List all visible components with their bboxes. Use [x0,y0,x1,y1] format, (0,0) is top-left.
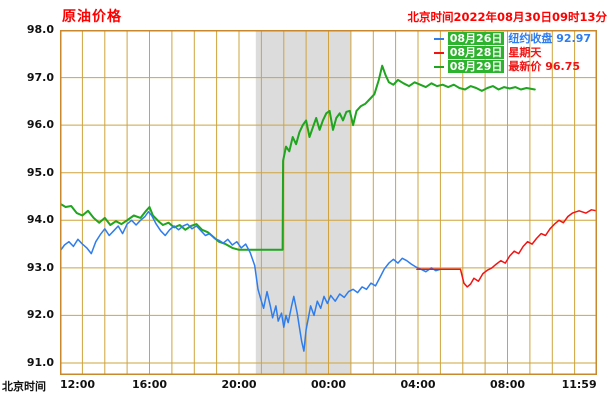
y-tick-label: 95.0 [26,165,54,179]
legend-date-label: 08月26日 [447,32,505,45]
market-closed-band [255,30,351,375]
chart-canvas [60,30,597,375]
legend-note: 纽约收盘 92.97 [508,32,591,45]
legend-row-aug26: 08月26日 纽约收盘 92.97 [433,32,591,45]
legend-date-label: 08月29日 [447,60,505,73]
y-tick-label: 98.0 [26,23,54,36]
y-tick-label: 94.0 [26,213,54,227]
legend-note: 最新价 96.75 [508,60,580,73]
legend-note: 星期天 [508,46,542,59]
chart-title: 原油价格 [62,9,122,25]
legend-dash-icon [433,37,444,40]
x-tick-label: 11:59 [561,378,597,391]
y-tick-label: 96.0 [26,118,54,132]
plot-frame [60,30,597,375]
y-tick-label: 93.0 [26,260,54,274]
chart-legend: 08月26日 纽约收盘 92.97 08月28日 星期天 08月29日 最新价 96.75 [433,32,591,73]
x-tick-label: 12:00 [60,378,96,391]
legend-dash-icon [433,51,444,54]
x-tick-label: 00:00 [310,378,347,391]
price-line-aug26 [60,210,442,352]
x-tick-label: 04:00 [400,378,436,391]
price-line-aug29 [60,64,536,251]
y-tick-label: 91.0 [26,356,54,369]
y-tick-label: 97.0 [26,70,54,84]
plot-area: 08月26日 纽约收盘 92.97 08月28日 星期天 08月29日 最新价 96.75 [60,30,597,375]
x-tick-label: 16:00 [131,378,168,391]
x-tick-label: 08:00 [489,378,526,391]
legend-dash-icon [433,65,444,68]
price-line-aug28 [416,209,597,288]
y-tick-label: 92.0 [26,308,54,322]
beijing-time-stamp: 北京时间2022年08月30日09时13分 [407,10,607,24]
legend-row-aug28: 08月28日 星期天 [433,46,591,59]
legend-row-aug29: 08月29日 最新价 96.75 [433,60,591,73]
x-tick-label: 20:00 [221,378,257,391]
y-axis-labels: 98.0 97.0 96.0 95.0 94.0 93.0 92.0 91.0 [0,0,56,410]
legend-date-label: 08月28日 [447,46,505,59]
x-axis-labels: 12:00 16:00 20:00 00:00 04:00 08:00 11:59 [0,378,613,394]
x-axis-title: 北京时间 [2,380,46,393]
